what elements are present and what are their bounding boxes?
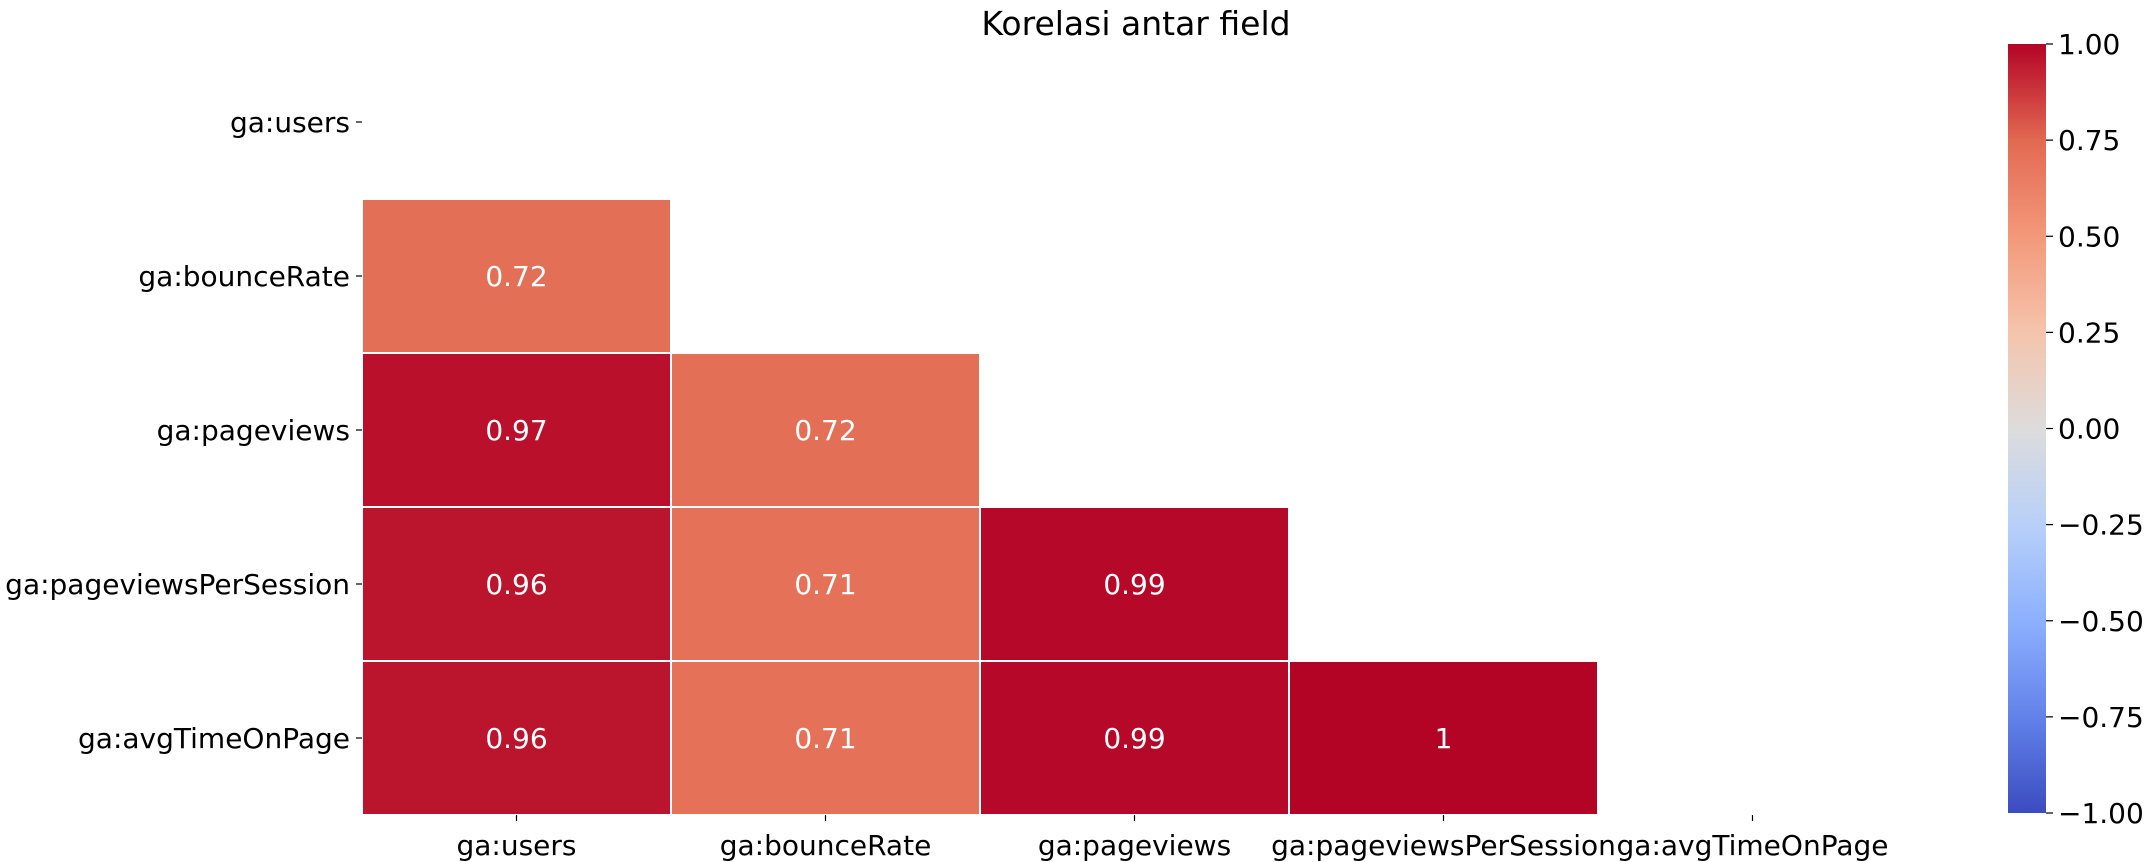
heatmap-cell — [361, 198, 672, 354]
cell-value-label: 1 — [1435, 722, 1453, 755]
cell-value-label: 0.72 — [485, 260, 547, 293]
x-tick-label: ga:avgTimeOnPage — [1617, 829, 1889, 862]
cell-value-label: 0.99 — [1103, 568, 1165, 601]
colorbar-tick-label: −0.50 — [2058, 605, 2144, 638]
chart-title: Korelasi antar field — [981, 4, 1290, 43]
cell-value-label: 0.96 — [485, 568, 547, 601]
heatmap-cell — [361, 352, 672, 508]
y-tick-label: ga:users — [230, 106, 350, 139]
heatmap-cell-labels: 0.72 0.97 0.72 0.96 0.71 0.99 0.96 0.71 0.99 1 — [485, 260, 1452, 755]
cell-value-label: 0.71 — [794, 568, 856, 601]
colorbar-tick-label: 0.25 — [2058, 316, 2120, 349]
colorbar-tick-label: −0.25 — [2058, 509, 2144, 542]
colorbar-tick-label: −1.00 — [2058, 797, 2144, 830]
heatmap-cell — [361, 506, 672, 662]
cell-value-label: 0.96 — [485, 722, 547, 755]
y-axis: ga:users ga:bounceRate ga:pageviews ga:page… — [5, 106, 362, 755]
colorbar: 1.00 0.75 0.50 0.25 0.00 −0.25 −0.50 −0.75 −1.00 — [2008, 28, 2144, 830]
x-tick-label: ga:users — [456, 829, 576, 862]
x-tick-label: ga:bounceRate — [720, 829, 932, 862]
y-tick-label: ga:avgTimeOnPage — [78, 722, 350, 755]
y-tick-label: ga:bounceRate — [138, 260, 350, 293]
colorbar-tick-label: 1.00 — [2058, 28, 2120, 61]
x-tick-label: ga:pageviews — [1038, 829, 1231, 862]
heatmap-cells — [361, 198, 1599, 816]
y-tick-label: ga:pageviewsPerSession — [5, 568, 350, 601]
heatmap-cell — [670, 352, 981, 508]
heatmap-cell — [979, 506, 1290, 662]
cell-value-label: 0.97 — [485, 414, 547, 447]
colorbar-tick-label: 0.00 — [2058, 413, 2120, 446]
colorbar-tick-label: 0.75 — [2058, 124, 2120, 157]
cell-value-label: 0.71 — [794, 722, 856, 755]
colorbar-tick-label: 0.50 — [2058, 220, 2120, 253]
y-tick-label: ga:pageviews — [157, 414, 350, 447]
colorbar-tick-label: −0.75 — [2058, 701, 2144, 734]
heatmap-cell — [670, 506, 981, 662]
x-tick-label: ga:pageviewsPerSession — [1271, 829, 1616, 862]
heatmap-cell — [1288, 660, 1599, 816]
cell-value-label: 0.99 — [1103, 722, 1165, 755]
cell-value-label: 0.72 — [794, 414, 856, 447]
heatmap-cell — [670, 660, 981, 816]
colorbar-gradient — [2008, 44, 2046, 813]
colorbar-ticks: 1.00 0.75 0.50 0.25 0.00 −0.25 −0.50 −0.75 −1.00 — [2046, 28, 2144, 830]
x-axis: ga:users ga:bounceRate ga:pageviews ga:page… — [456, 815, 1888, 862]
